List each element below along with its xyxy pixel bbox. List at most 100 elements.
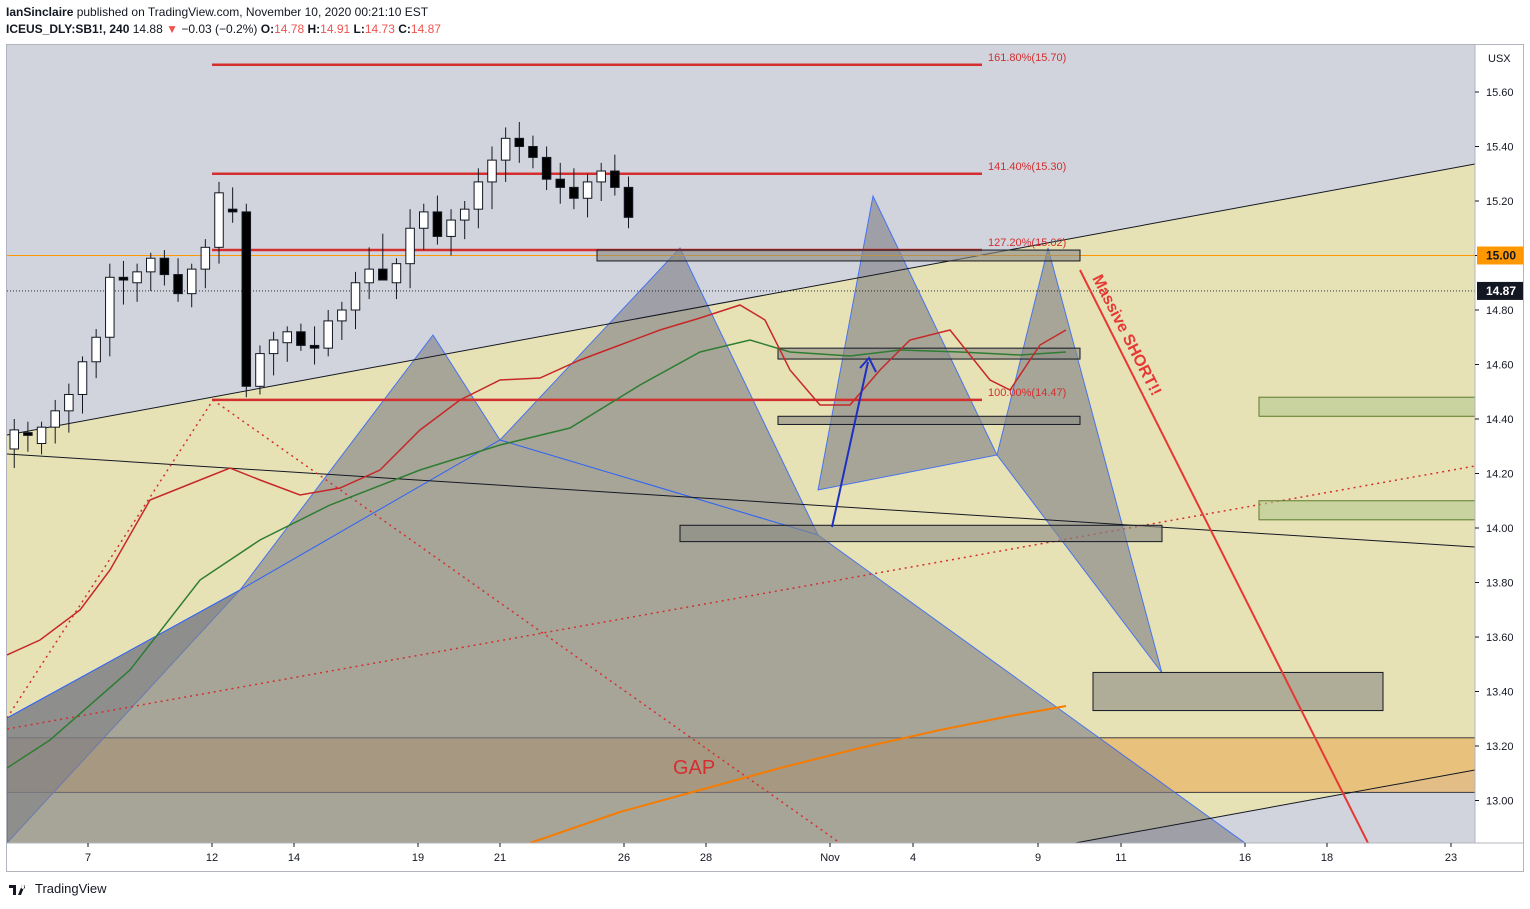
time-tick-label: 4 [910, 852, 916, 864]
time-axis[interactable] [7, 843, 1475, 871]
zone-box-4 [1092, 671, 1384, 712]
close-value: 14.87 [410, 22, 441, 36]
publish-line: IanSinclaire published on TradingView.co… [6, 4, 441, 21]
footer-brand[interactable]: TradingView [35, 881, 107, 896]
high-value: 14.91 [320, 22, 351, 36]
price-tick-label: 14.20 [1486, 469, 1514, 481]
price-tick-label: 13.80 [1486, 578, 1514, 590]
tradingview-logo-icon[interactable] [8, 882, 30, 896]
last-price-tag [1477, 281, 1523, 300]
candle-body [323, 320, 333, 349]
zone-box-1 [777, 347, 1081, 360]
candle-body [337, 309, 347, 322]
level-price-tag-label: 15.00 [1486, 249, 1516, 263]
low-value: 14.73 [364, 22, 395, 36]
zone-box-2 [777, 415, 1081, 425]
channel-lower-line [1074, 769, 1475, 843]
price-tick-label: 14.80 [1486, 305, 1514, 317]
zone-box-3 [679, 524, 1163, 543]
close-label: C: [398, 22, 411, 36]
candle-body [459, 208, 470, 221]
high-label: H: [307, 22, 321, 36]
zone-box-0 [596, 249, 1081, 262]
symbol-name[interactable]: ICEUS_DLY:SB1!, 240 [6, 22, 130, 36]
chart-frame [6, 44, 1524, 872]
candle-body [241, 211, 252, 387]
candle-body [623, 186, 634, 218]
plot-area[interactable]: 161.80%(15.70) 141.40%(15.30) 127.20%(15.0… [7, 45, 1475, 843]
candle-body [378, 268, 388, 281]
candle-body [309, 344, 320, 349]
candle-body [282, 331, 292, 344]
candle-body [596, 170, 606, 183]
candle-body [500, 137, 511, 161]
time-tick-label: 14 [288, 852, 300, 864]
price-tick-label: 13.60 [1486, 632, 1514, 644]
gap-label: GAP [673, 757, 715, 779]
change-arrow-icon: ▼ [166, 22, 178, 36]
candle-body [514, 137, 525, 147]
symbol-line: ICEUS_DLY:SB1!, 240 14.88 ▼ −0.03 (−0.2%… [6, 21, 441, 38]
last-price-tag-label: 14.87 [1486, 284, 1516, 298]
publisher-name[interactable]: IanSinclaire [6, 5, 74, 19]
candle-body [350, 282, 361, 311]
price-tick-label: 15.20 [1486, 196, 1514, 208]
price-axis[interactable] [1475, 45, 1523, 843]
candle-body [473, 181, 484, 210]
time-tick-label: 12 [206, 852, 218, 864]
candle-body [64, 393, 74, 412]
time-tick-label: 16 [1239, 852, 1251, 864]
last-price: 14.88 [132, 22, 163, 36]
level-price-tag [1477, 246, 1523, 265]
currency-label: USX [1488, 53, 1511, 65]
candle-body [132, 271, 142, 284]
candle-body [23, 432, 33, 436]
time-tick-label: Nov [820, 852, 840, 864]
candle-body [446, 219, 456, 237]
candle-body [200, 246, 211, 270]
candle-body [105, 276, 115, 338]
candle-body [173, 274, 183, 295]
price-tick-label: 14.40 [1486, 414, 1514, 426]
time-tick-label: 19 [412, 852, 424, 864]
candle-body [255, 353, 265, 387]
price-tick-label: 14.60 [1486, 360, 1514, 372]
candle-body [214, 192, 224, 248]
candle-body [50, 410, 60, 428]
candle-body [541, 156, 552, 180]
candle-body [36, 426, 47, 445]
time-tick-label: 7 [85, 852, 91, 864]
ma-slow-line [7, 339, 1067, 769]
price-tick-label: 13.20 [1486, 741, 1514, 753]
candle-body [77, 361, 88, 395]
candle-body [419, 211, 429, 229]
pattern-base [7, 439, 1246, 843]
price-tick-label: 15.60 [1486, 87, 1514, 99]
footer: TradingView [8, 881, 107, 896]
candle-body [432, 211, 443, 237]
price-tick-label: 15.40 [1486, 142, 1514, 154]
candle-body [582, 181, 593, 199]
channel-upper-line [7, 163, 1475, 436]
candle-body [9, 429, 19, 450]
candle-body [487, 159, 497, 183]
candle-body [159, 257, 170, 276]
open-value: 14.78 [274, 22, 305, 36]
time-tick-label: 26 [618, 852, 630, 864]
candle-body [391, 263, 402, 284]
zone-box-5 [1258, 396, 1475, 417]
time-tick-label: 18 [1321, 852, 1333, 864]
candle-body [118, 276, 129, 281]
ma-long-line [529, 705, 1067, 843]
low-label: L: [353, 22, 365, 36]
time-tick-label: 9 [1035, 852, 1041, 864]
fib-label-3: 100.00%(14.47) [988, 387, 1066, 399]
fib-label-0: 161.80%(15.70) [988, 52, 1066, 64]
candle-body [227, 208, 238, 213]
price-tick-label: 13.00 [1486, 796, 1514, 808]
open-label: O: [260, 22, 275, 36]
fib-label-1: 141.40%(15.30) [988, 161, 1066, 173]
fib-label-2: 127.20%(15.02) [988, 237, 1066, 249]
dotted-trendline-up [7, 465, 1475, 730]
